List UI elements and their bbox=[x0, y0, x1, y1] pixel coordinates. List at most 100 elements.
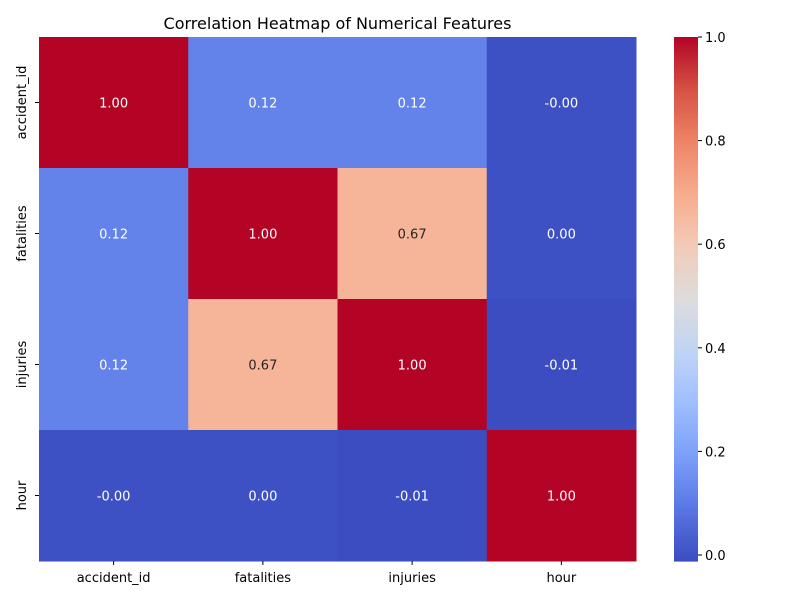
colorbar-segment bbox=[674, 346, 698, 350]
colorbar-segment bbox=[674, 191, 698, 195]
x-tick-label: injuries bbox=[388, 571, 436, 586]
colorbar-segment bbox=[674, 110, 698, 114]
colorbar-segment bbox=[674, 254, 698, 258]
y-tick-label: fatalities bbox=[15, 205, 30, 262]
colorbar-segment bbox=[674, 422, 698, 426]
colorbar-segment bbox=[674, 330, 698, 334]
colorbar-segment bbox=[674, 39, 698, 43]
colorbar-segment bbox=[674, 301, 698, 305]
colorbar-segment bbox=[674, 162, 698, 166]
colorbar-segment bbox=[674, 508, 698, 512]
colorbar-segment bbox=[674, 120, 698, 125]
colorbar-segment bbox=[674, 267, 698, 271]
colorbar-segment bbox=[674, 84, 698, 88]
colorbar-segment bbox=[674, 194, 698, 198]
colorbar-segment bbox=[674, 411, 698, 415]
colorbar-segment bbox=[674, 204, 698, 208]
colorbar-segment bbox=[674, 47, 698, 51]
x-tick-label: hour bbox=[546, 571, 576, 586]
cell-annotation: 0.67 bbox=[248, 359, 277, 374]
cell-annotation: 0.12 bbox=[99, 228, 128, 243]
colorbar-tick-label: 0.8 bbox=[705, 135, 726, 150]
colorbar-segment bbox=[674, 233, 698, 237]
colorbar-segment bbox=[674, 526, 698, 531]
colorbar-segment bbox=[674, 71, 698, 75]
colorbar-segment bbox=[674, 147, 698, 151]
colorbar-segment bbox=[674, 136, 698, 140]
cell-annotation: 1.00 bbox=[248, 228, 277, 243]
colorbar-segment bbox=[674, 453, 698, 457]
colorbar-segment bbox=[674, 280, 698, 284]
cell-annotation: -0.01 bbox=[395, 490, 429, 505]
colorbar-segment bbox=[674, 456, 698, 460]
colorbar-segment bbox=[674, 474, 698, 478]
colorbar-segment bbox=[674, 264, 698, 269]
colorbar-segment bbox=[674, 338, 698, 342]
colorbar-segment bbox=[674, 102, 698, 106]
colorbar-segment bbox=[674, 183, 698, 187]
colorbar-segment bbox=[674, 78, 698, 83]
colorbar-segment bbox=[674, 212, 698, 216]
heatmap-cell bbox=[39, 37, 189, 169]
colorbar-segment bbox=[674, 424, 698, 428]
heatmap-cell bbox=[486, 37, 637, 169]
colorbar-segment bbox=[674, 220, 698, 224]
x-tick-label: fatalities bbox=[235, 571, 292, 586]
colorbar-segment bbox=[674, 50, 698, 54]
colorbar-segment bbox=[674, 322, 698, 326]
cell-annotation: -0.00 bbox=[97, 490, 131, 505]
colorbar-segment bbox=[674, 367, 698, 371]
colorbar-segment bbox=[674, 448, 698, 452]
heatmap-cell bbox=[337, 37, 488, 169]
colorbar-segment bbox=[674, 86, 698, 90]
colorbar-segment bbox=[674, 97, 698, 101]
colorbar-segment bbox=[674, 60, 698, 64]
chart-title: Correlation Heatmap of Numerical Feature… bbox=[164, 14, 512, 33]
heatmap-cell bbox=[337, 299, 488, 431]
cell-annotation: 1.00 bbox=[547, 490, 576, 505]
colorbar-segment bbox=[674, 356, 698, 360]
colorbar-segment bbox=[674, 432, 698, 436]
colorbar-segment bbox=[674, 173, 698, 177]
colorbar-tick-label: 1.0 bbox=[705, 31, 726, 46]
colorbar-tick-label: 0.4 bbox=[705, 342, 726, 357]
colorbar-segment bbox=[674, 354, 698, 358]
y-tick-label: hour bbox=[15, 480, 30, 510]
colorbar-segment bbox=[674, 380, 698, 384]
colorbar-segment bbox=[674, 128, 698, 132]
colorbar-segment bbox=[674, 107, 698, 111]
colorbar-segment bbox=[674, 207, 698, 211]
colorbar-segment bbox=[674, 419, 698, 423]
colorbar-segment bbox=[674, 152, 698, 156]
heatmap-cell bbox=[188, 430, 338, 562]
colorbar-segment bbox=[674, 223, 698, 227]
colorbar-segment bbox=[674, 553, 698, 557]
colorbar-segment bbox=[674, 257, 698, 261]
colorbar-segment bbox=[674, 299, 698, 303]
colorbar-segment bbox=[674, 243, 698, 248]
colorbar-segment bbox=[674, 482, 698, 486]
colorbar-segment bbox=[674, 361, 698, 366]
colorbar-segment bbox=[674, 450, 698, 455]
colorbar-segment bbox=[674, 285, 698, 290]
colorbar-segment bbox=[674, 165, 698, 169]
colorbar-segment bbox=[674, 230, 698, 235]
colorbar-segment bbox=[674, 238, 698, 242]
heatmap-cell bbox=[39, 430, 189, 562]
colorbar-segment bbox=[674, 202, 698, 206]
colorbar-segment bbox=[674, 443, 698, 447]
colorbar-segment bbox=[674, 317, 698, 321]
colorbar-segment bbox=[674, 545, 698, 549]
colorbar-segment bbox=[674, 542, 698, 546]
x-tick-label: accident_id bbox=[77, 571, 151, 586]
colorbar-segment bbox=[674, 495, 698, 499]
colorbar-segment bbox=[674, 262, 698, 266]
colorbar-segment bbox=[674, 160, 698, 164]
colorbar-segment bbox=[674, 293, 698, 297]
colorbar-segment bbox=[674, 492, 698, 497]
colorbar-segment bbox=[674, 181, 698, 185]
colorbar-segment bbox=[674, 340, 698, 345]
colorbar-segment bbox=[674, 348, 698, 352]
colorbar-segment bbox=[674, 416, 698, 421]
colorbar-segment bbox=[674, 65, 698, 70]
